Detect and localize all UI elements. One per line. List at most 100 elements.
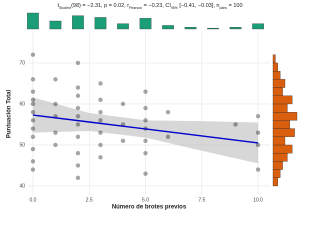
histogram-bar — [184, 27, 197, 30]
title-part: t — [57, 3, 59, 9]
histogram-bar — [272, 79, 286, 88]
histogram-bar — [117, 23, 129, 30]
histogram-bar — [272, 95, 293, 105]
y-tick-label: 70 — [19, 60, 25, 66]
point — [165, 109, 171, 115]
x-axis-label: Número de brotes previos — [112, 205, 187, 211]
point — [98, 155, 103, 160]
point — [143, 118, 148, 123]
histogram-bar — [272, 62, 278, 72]
point — [53, 77, 58, 82]
title-part: = 100 — [227, 3, 242, 9]
histogram-bar — [272, 153, 288, 162]
histogram-bar — [272, 112, 298, 121]
title-part: = −0.23, CI — [142, 3, 171, 9]
regression-line — [32, 114, 259, 144]
point — [120, 101, 126, 107]
x-tick-label: 10.0 — [253, 197, 263, 203]
point — [165, 134, 171, 139]
point — [98, 142, 103, 148]
point — [143, 89, 148, 94]
point — [143, 171, 148, 176]
point — [75, 60, 81, 66]
histogram-bar — [272, 54, 276, 64]
point — [75, 93, 81, 98]
point — [143, 150, 148, 156]
point — [30, 118, 36, 123]
x-tick-label: 5.0 — [142, 197, 149, 203]
point — [255, 130, 261, 135]
point — [75, 122, 81, 127]
y-tick-label: 50 — [19, 142, 25, 148]
point — [75, 150, 81, 156]
point — [255, 167, 261, 172]
histogram-bar — [162, 25, 174, 30]
x-tick-label: 2.5 — [86, 197, 93, 203]
histogram-bar — [252, 23, 264, 30]
title-part: = 0.02, — [107, 3, 127, 9]
title-part: n — [216, 3, 219, 9]
point — [143, 105, 148, 111]
point — [53, 101, 58, 107]
point — [30, 97, 36, 103]
histogram-bar — [94, 17, 107, 30]
point — [53, 130, 58, 135]
point — [98, 97, 103, 103]
point — [30, 52, 36, 57]
point — [30, 159, 36, 164]
point — [30, 101, 36, 107]
histogram-bar — [272, 136, 286, 146]
histogram-bar — [229, 27, 242, 30]
x-tick-label: 0.0 — [29, 197, 36, 203]
histogram-bar — [72, 15, 84, 30]
title-part: Student — [59, 6, 71, 10]
point — [98, 130, 103, 135]
histogram-bar — [272, 120, 290, 129]
chart: tStudent(98) = −2.31, p = 0.02, rPearson… — [7, 3, 298, 211]
point — [255, 114, 261, 119]
point — [98, 109, 103, 115]
point — [98, 81, 103, 86]
point — [75, 114, 81, 119]
point — [120, 138, 126, 144]
point — [30, 126, 36, 131]
histogram-bar — [272, 128, 295, 137]
point — [30, 134, 36, 139]
histogram-bar — [272, 177, 278, 187]
point — [30, 146, 36, 152]
point — [75, 105, 81, 111]
title-part: 95% — [171, 6, 178, 10]
point — [30, 167, 36, 172]
histogram-bar — [49, 20, 62, 30]
point — [143, 138, 148, 144]
histogram-bar — [27, 12, 39, 30]
y-tick-label: 40 — [19, 183, 25, 189]
point — [75, 134, 81, 139]
point — [30, 77, 36, 82]
title-part: Pearson — [129, 6, 142, 10]
title-part: p — [104, 3, 107, 9]
y-axis-label: Puntuación Total — [7, 90, 13, 139]
title-part: pairs — [219, 6, 227, 10]
y-tick-label: 60 — [19, 101, 25, 107]
histogram-bar — [139, 18, 152, 30]
title-part: [−0.41, −0.03], — [178, 3, 217, 9]
point — [75, 85, 81, 90]
point — [75, 175, 81, 180]
point — [75, 163, 81, 168]
point — [30, 109, 36, 115]
histogram-bar — [272, 70, 281, 80]
title-part: (98) = −2.31, — [71, 3, 104, 9]
point — [233, 122, 238, 127]
chart-title: tStudent(98) = −2.31, p = 0.02, rPearson… — [57, 3, 242, 9]
confidence-band — [32, 97, 259, 164]
x-tick-label: 7.5 — [198, 197, 205, 203]
title-part: r — [127, 3, 129, 9]
histogram-bar — [272, 87, 283, 96]
histogram-bar — [272, 169, 281, 178]
histogram-bar — [272, 144, 293, 154]
point — [255, 142, 261, 148]
histogram-bar — [272, 103, 288, 113]
point — [53, 142, 58, 148]
histogram-bar — [272, 161, 283, 170]
